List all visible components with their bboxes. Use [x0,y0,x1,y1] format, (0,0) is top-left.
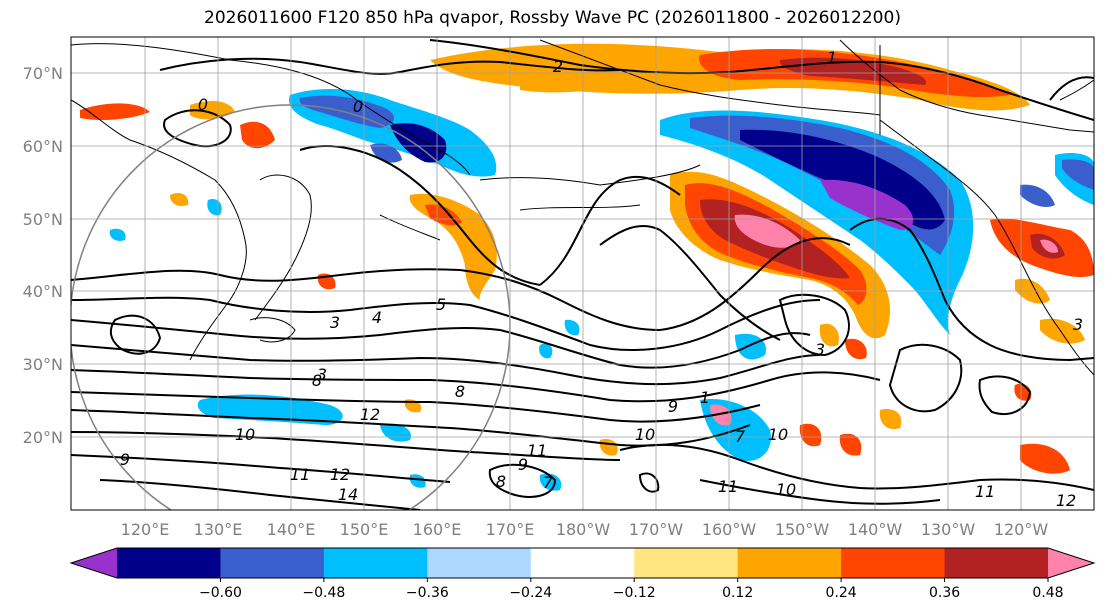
contour-label: 11 [718,477,738,496]
lon-tick-label: 140°E [267,520,316,539]
contour-label: 10 [768,425,788,444]
contour-label: 8 [455,382,465,401]
colorbar-tick-label: −0.48 [302,585,345,601]
contour-label: 11 [290,465,310,484]
contour-label: 12 [360,405,380,424]
lat-tick-label: 20°N [23,428,63,447]
lat-tick-label: 40°N [23,282,63,301]
colorbar-tick-label: −0.12 [613,585,656,601]
contour-label: 1 [700,388,710,407]
colorbar-segment [427,548,532,578]
colorbar-segment [323,548,428,578]
lon-tick-label: 170°E [486,520,535,539]
contour-label: 11 [975,482,995,501]
colorbar-tick-label: 0.24 [826,585,857,601]
lon-tick-label: 130°W [921,520,976,539]
contour-lines [71,39,1094,510]
colorbar-segment [634,548,739,578]
lon-tick-label: 150°W [775,520,830,539]
contour-label: 2 [553,57,563,76]
contour-label: 10 [635,425,655,444]
lat-tick-label: 30°N [23,355,63,374]
contour-label: 8 [496,472,506,491]
colorbar-extend-min [71,548,117,578]
contour-label: 14 [338,485,358,504]
contour-label: 9 [120,450,130,469]
contour-label: 3 [1073,315,1083,334]
lat-tick-label: 70°N [23,64,63,83]
lon-tick-label: 130°E [194,520,243,539]
contour-label: 9 [518,455,528,474]
lon-tick-label: 170°W [629,520,684,539]
contour-label: 1 [827,48,837,67]
contour-label: 8 [312,371,322,390]
contour-label: 3 [815,340,825,359]
contour-label: 10 [235,425,255,444]
contour-label: 9 [668,397,678,416]
colorbar: −0.60 −0.48 −0.36 −0.24 −0.12 0.12 0.24 0.36 0.4… [69,547,1096,601]
colorbar-tick-label: −0.24 [509,585,552,601]
lon-tick-label: 180°W [556,520,611,539]
lon-tick-label: 160°W [702,520,757,539]
contour-label: 5 [436,295,446,314]
lon-tick-label: 160°E [413,520,462,539]
contour-label: 7 [735,427,746,446]
colorbar-segment [530,548,635,578]
colorbar-segment [737,548,842,578]
colorbar-tick-label: 0.36 [929,585,960,601]
lon-tick-label: 120°W [994,520,1049,539]
contour-label: 11 [527,441,547,460]
colorbar-tick-label: 0.48 [1032,585,1063,601]
contour-label: 0 [198,95,208,114]
lon-tick-label: 150°E [340,520,389,539]
colorbar-segment [944,548,1049,578]
contour-label: 12 [330,465,350,484]
contour-label: 12 [1056,491,1076,510]
lat-tick-label: 50°N [23,210,63,229]
contour-label: 10 [776,480,796,499]
map-frame [70,36,1095,511]
colorbar-tick-label: 0.12 [722,585,753,601]
lat-tick-label: 60°N [23,137,63,156]
contour-label: 0 [353,97,363,116]
colorbar-outline [69,547,1096,579]
colorbar-extend-max [1048,548,1094,578]
contour-label: 4 [372,308,382,327]
colorbar-tick-label: −0.60 [199,585,242,601]
colorbar-tick-label: −0.36 [406,585,449,601]
latitude-tick-labels: 20°N 30°N 40°N 50°N 60°N 70°N [23,64,63,447]
contour-label: 7 [543,473,554,492]
colorbar-segment [841,548,946,578]
chart-title: 2026011600 F120 850 hPa qvapor, Rossby W… [204,8,901,28]
longitude-tick-labels: 120°E 130°E 140°E 150°E 160°E 170°E 180°W 170°W… [121,520,1049,539]
colorbar-segment [220,548,325,578]
lon-tick-label: 120°E [121,520,170,539]
contour-label: 3 [317,365,327,384]
colorbar-segment [117,548,221,578]
lon-tick-label: 140°W [848,520,903,539]
contour-label: 3 [330,313,340,332]
gridlines [71,37,1094,510]
